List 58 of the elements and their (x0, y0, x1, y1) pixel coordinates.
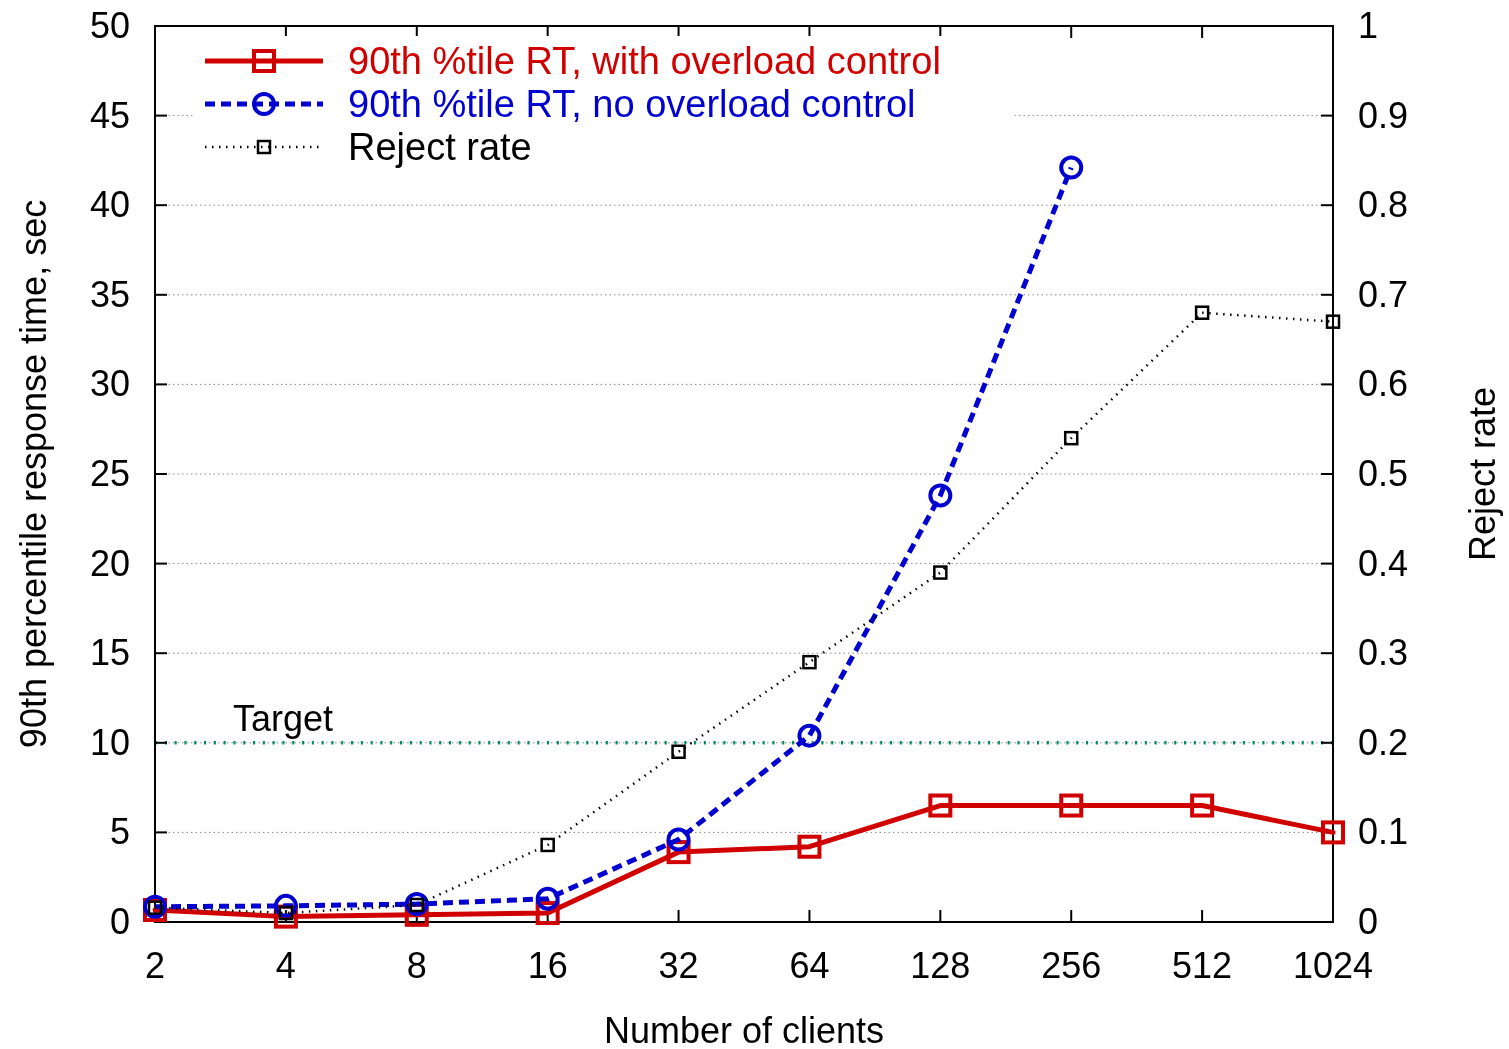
x-tick-label: 4 (275, 945, 296, 986)
y2-tick-label: 0.4 (1358, 542, 1409, 584)
y-tick-label: 50 (89, 5, 130, 46)
y-tick-label: 10 (89, 721, 130, 763)
point (1190, 793, 1215, 818)
y2-tick-label: 0.5 (1358, 453, 1409, 494)
y2-tick-label: 0.3 (1358, 632, 1409, 674)
y2-tick-label: 0.9 (1358, 94, 1409, 136)
point (671, 744, 686, 760)
y2-tick-label: 0.1 (1358, 811, 1409, 853)
y-tick-label: 0 (109, 901, 130, 942)
point (933, 565, 948, 580)
point (535, 886, 560, 911)
y2-tick-label: 0.8 (1358, 184, 1409, 226)
y-tick-label: 30 (89, 363, 130, 405)
x-tick-label: 2 (144, 945, 166, 986)
legend-label: 90th %tile RT, no overload control (348, 83, 916, 125)
y-tick-label: 20 (89, 542, 130, 584)
x-axis-title: Number of clients (603, 1010, 885, 1049)
point (666, 827, 691, 852)
point (1059, 155, 1084, 180)
y-axis-title: 90th percentile response time, sec (13, 199, 54, 749)
y2-tick-label: 0 (1358, 901, 1379, 942)
x-tick-label: 16 (527, 945, 568, 986)
y-tick-label: 45 (89, 94, 130, 136)
x-tick-label: 8 (406, 945, 427, 986)
x-tick-label: 128 (910, 945, 971, 986)
point (928, 483, 953, 508)
y2-tick-label: 0.7 (1358, 273, 1409, 315)
x-tick-label: 64 (789, 945, 830, 986)
y2-tick-label: 1 (1358, 5, 1379, 46)
y-tick-label: 25 (89, 453, 130, 494)
x-tick-label: 512 (1172, 945, 1233, 986)
point (273, 893, 298, 918)
point (1321, 820, 1345, 845)
point (797, 723, 822, 748)
point (404, 892, 429, 917)
x-tick-label: 32 (658, 945, 699, 986)
y-tick-label: 35 (89, 273, 130, 315)
y-tick-label: 5 (109, 811, 130, 853)
point (797, 834, 822, 859)
x-tick-label: 256 (1041, 945, 1102, 986)
ref-line-label: Target (233, 697, 334, 739)
point (540, 837, 555, 853)
y-tick-label: 40 (89, 184, 130, 226)
point (928, 793, 953, 818)
legend-label: Reject rate (348, 126, 532, 168)
legend-label: 90th %tile RT, with overload control (348, 40, 941, 82)
point (1063, 430, 1079, 446)
x-tick-label: 1024 (1292, 945, 1374, 986)
point (1325, 314, 1341, 329)
y-tick-label: 15 (89, 632, 130, 674)
y2-tick-label: 0.2 (1358, 721, 1409, 763)
point (1194, 305, 1210, 320)
y2-tick-label: 0.6 (1358, 363, 1409, 405)
point (1059, 793, 1084, 818)
y2-axis-title: Reject rate (1462, 386, 1503, 562)
point (802, 654, 817, 670)
